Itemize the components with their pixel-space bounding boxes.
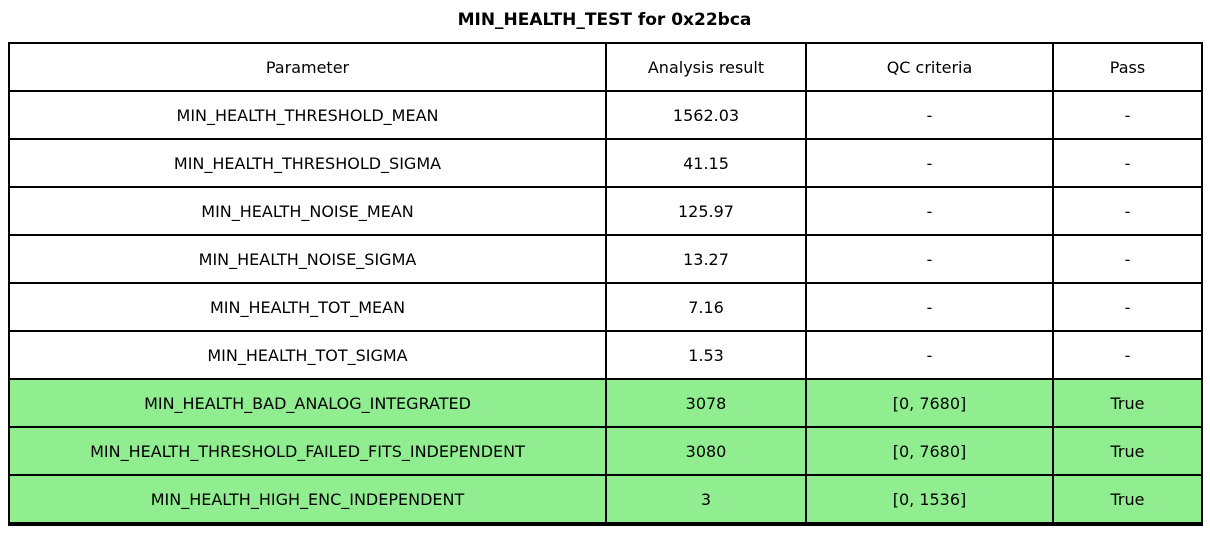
table-row: MIN_HEALTH_THRESHOLD_MEAN 1562.03- - xyxy=(8,90,1203,140)
cell-parameter: MIN_HEALTH_THRESHOLD_FAILED_FITS_INDEPEN… xyxy=(8,426,607,476)
cell-pass: - xyxy=(1052,90,1203,140)
table-body: MIN_HEALTH_THRESHOLD_MEAN 1562.03- - MIN_HE… xyxy=(8,90,1203,525)
table-row: MIN_HEALTH_HIGH_ENC_INDEPENDENT 3 [0, 1536… xyxy=(8,474,1203,525)
cell-qc-criteria: [0, 7680] xyxy=(805,426,1054,476)
cell-parameter: MIN_HEALTH_HIGH_ENC_INDEPENDENT xyxy=(8,474,607,525)
col-header-analysis-result: Analysis result xyxy=(605,42,807,92)
cell-pass: True xyxy=(1052,426,1203,476)
cell-pass: - xyxy=(1052,186,1203,236)
cell-parameter: MIN_HEALTH_TOT_MEAN xyxy=(8,282,607,332)
cell-pass: - xyxy=(1052,234,1203,284)
cell-pass: - xyxy=(1052,138,1203,188)
cell-analysis-result: 3078 xyxy=(605,378,807,428)
table-row: MIN_HEALTH_THRESHOLD_SIGMA 41.15- - xyxy=(8,138,1203,188)
cell-qc-criteria: - xyxy=(805,138,1054,188)
cell-pass: - xyxy=(1052,330,1203,380)
table-row: MIN_HEALTH_TOT_SIGMA 1.53- - xyxy=(8,330,1203,380)
cell-analysis-result: 1562.03 xyxy=(605,90,807,140)
cell-qc-criteria: [0, 1536] xyxy=(805,474,1054,525)
cell-parameter: MIN_HEALTH_TOT_SIGMA xyxy=(8,330,607,380)
table-row: MIN_HEALTH_BAD_ANALOG_INTEGRATED 3078 [0, … xyxy=(8,378,1203,428)
table-row: MIN_HEALTH_NOISE_MEAN 125.97- - xyxy=(8,186,1203,236)
cell-analysis-result: 41.15 xyxy=(605,138,807,188)
cell-pass: - xyxy=(1052,282,1203,332)
cell-qc-criteria: - xyxy=(805,90,1054,140)
cell-pass: True xyxy=(1052,474,1203,525)
cell-qc-criteria: - xyxy=(805,330,1054,380)
col-header-pass: Pass xyxy=(1052,42,1203,92)
table-row: MIN_HEALTH_NOISE_SIGMA 13.27- - xyxy=(8,234,1203,284)
cell-qc-criteria: [0, 7680] xyxy=(805,378,1054,428)
cell-parameter: MIN_HEALTH_NOISE_SIGMA xyxy=(8,234,607,284)
cell-parameter: MIN_HEALTH_NOISE_MEAN xyxy=(8,186,607,236)
header-row: Parameter Analysis result QC criteria Pa… xyxy=(8,42,1203,92)
cell-analysis-result: 7.16 xyxy=(605,282,807,332)
table-row: MIN_HEALTH_TOT_MEAN 7.16- - xyxy=(8,282,1203,332)
cell-qc-criteria: - xyxy=(805,234,1054,284)
cell-analysis-result: 13.27 xyxy=(605,234,807,284)
cell-parameter: MIN_HEALTH_THRESHOLD_MEAN xyxy=(8,90,607,140)
cell-analysis-result: 3 xyxy=(605,474,807,525)
qc-table: Parameter Analysis result QC criteria Pa… xyxy=(8,42,1203,526)
col-header-parameter: Parameter xyxy=(8,42,607,92)
cell-analysis-result: 125.97 xyxy=(605,186,807,236)
cell-qc-criteria: - xyxy=(805,186,1054,236)
cell-qc-criteria: - xyxy=(805,282,1054,332)
cell-pass: True xyxy=(1052,378,1203,428)
cell-analysis-result: 3080 xyxy=(605,426,807,476)
cell-parameter: MIN_HEALTH_BAD_ANALOG_INTEGRATED xyxy=(8,378,607,428)
cell-analysis-result: 1.53 xyxy=(605,330,807,380)
cell-parameter: MIN_HEALTH_THRESHOLD_SIGMA xyxy=(8,138,607,188)
table-row: MIN_HEALTH_THRESHOLD_FAILED_FITS_INDEPEN… xyxy=(8,426,1203,476)
col-header-qc-criteria: QC criteria xyxy=(805,42,1054,92)
chart-title: MIN_HEALTH_TEST for 0x22bca xyxy=(457,10,752,30)
